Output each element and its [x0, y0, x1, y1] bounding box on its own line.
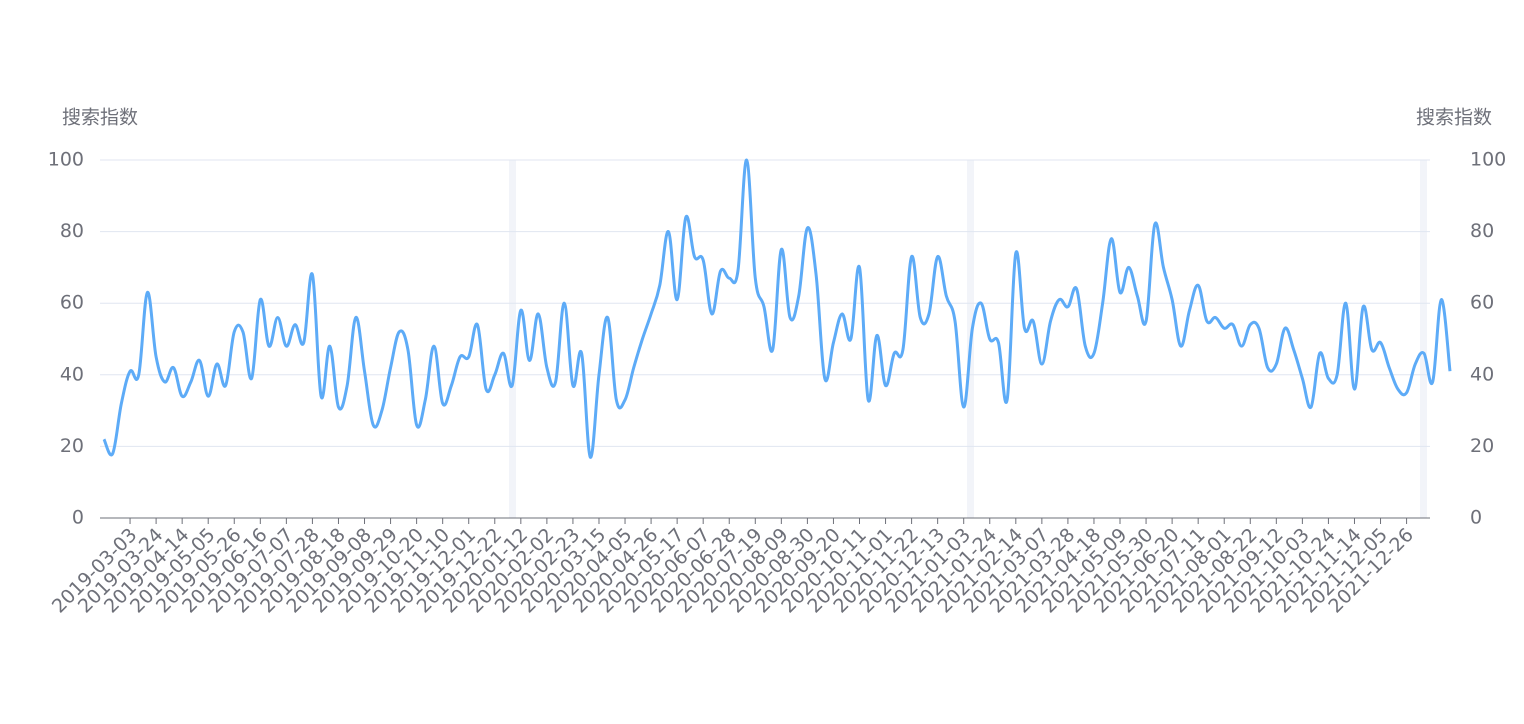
y2-tick-label: 0: [1470, 507, 1482, 529]
highlight-band: [509, 160, 516, 518]
y-tick-label: 60: [60, 292, 84, 314]
y2-tick-label: 60: [1470, 292, 1494, 314]
y2-tick-label: 80: [1470, 220, 1494, 242]
y2-tick-label: 20: [1470, 435, 1494, 457]
y-tick-label: 80: [60, 220, 84, 242]
y2-tick-label: 100: [1470, 149, 1506, 171]
y-tick-label: 20: [60, 435, 84, 457]
highlight-band: [1420, 160, 1427, 518]
y-axis-title: 搜索指数: [62, 107, 138, 129]
y2-tick-label: 40: [1470, 363, 1494, 385]
y-tick-label: 0: [72, 507, 84, 529]
y-tick-label: 100: [48, 149, 84, 171]
series-line: [102, 158, 1452, 459]
y2-axis-title: 搜索指数: [1416, 107, 1492, 129]
y-tick-label: 40: [60, 363, 84, 385]
